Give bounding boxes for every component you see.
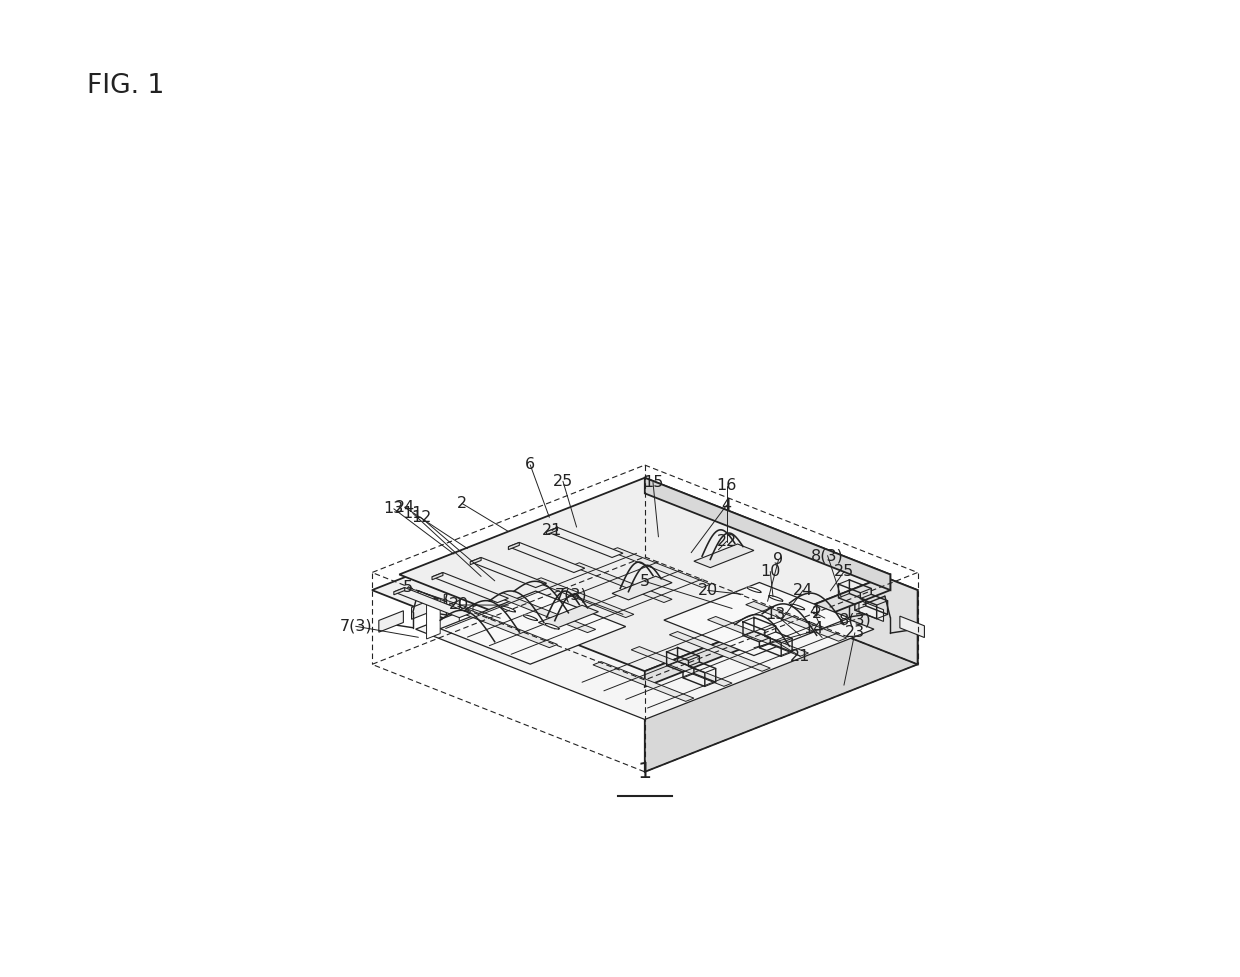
Polygon shape [663,582,849,656]
Polygon shape [501,607,516,612]
Polygon shape [477,573,501,593]
Text: 4: 4 [808,605,818,619]
Polygon shape [593,661,694,701]
Polygon shape [818,584,843,606]
Text: 7(3): 7(3) [554,587,588,602]
Polygon shape [492,573,506,614]
Text: 23: 23 [844,625,866,640]
Text: 15: 15 [642,475,663,489]
Polygon shape [746,587,761,592]
Polygon shape [510,559,534,580]
Polygon shape [613,576,672,600]
Text: 20: 20 [449,598,470,613]
Polygon shape [645,483,918,664]
Text: 9: 9 [774,552,784,568]
Text: FIG. 1: FIG. 1 [87,73,164,100]
Text: 11: 11 [403,506,423,521]
Polygon shape [538,605,599,629]
Text: 24: 24 [394,500,415,515]
Polygon shape [768,615,827,649]
Polygon shape [859,600,883,621]
Polygon shape [670,631,770,671]
Polygon shape [523,615,537,620]
Polygon shape [708,616,808,657]
Text: 13: 13 [765,608,786,622]
Text: 24: 24 [792,583,813,598]
Text: 25: 25 [833,565,854,579]
Text: 10: 10 [760,564,780,579]
Polygon shape [543,546,567,568]
Polygon shape [631,647,732,686]
Text: 2: 2 [458,496,467,511]
Polygon shape [533,577,634,617]
Text: 5: 5 [403,580,413,595]
Polygon shape [440,591,626,664]
Polygon shape [546,623,559,629]
Polygon shape [412,598,436,619]
Polygon shape [609,548,711,587]
Polygon shape [547,528,558,534]
Polygon shape [525,560,538,600]
Polygon shape [432,573,443,579]
Polygon shape [508,542,585,573]
Polygon shape [394,587,404,595]
Polygon shape [427,598,440,639]
Polygon shape [470,558,481,565]
Text: 8(3): 8(3) [811,548,844,563]
Polygon shape [456,608,558,648]
Polygon shape [444,585,469,607]
Text: 20: 20 [697,583,718,598]
Polygon shape [745,582,827,624]
Polygon shape [394,587,470,617]
Text: 2: 2 [812,607,822,621]
Text: 6: 6 [526,457,536,472]
Polygon shape [379,611,403,632]
Polygon shape [590,533,604,574]
Polygon shape [900,616,925,638]
Text: 5: 5 [640,573,650,589]
Polygon shape [572,563,672,603]
Text: 25: 25 [553,474,573,488]
Polygon shape [777,568,801,589]
Polygon shape [737,552,761,573]
Text: 14: 14 [804,621,825,636]
Text: 22: 22 [717,533,737,549]
Polygon shape [432,573,508,603]
Polygon shape [547,528,622,558]
Polygon shape [769,596,782,601]
Text: 12: 12 [410,510,432,525]
Text: 8(3): 8(3) [838,613,872,627]
Polygon shape [415,539,874,719]
Text: 1: 1 [637,762,652,782]
Text: 21: 21 [790,649,811,663]
Text: 7(3): 7(3) [340,618,372,634]
Text: 4: 4 [722,497,732,513]
Polygon shape [508,542,520,550]
Text: 16: 16 [717,478,737,493]
Polygon shape [495,593,595,633]
Polygon shape [686,592,827,649]
Polygon shape [791,604,805,610]
Polygon shape [745,602,847,641]
Text: 21: 21 [542,523,562,538]
Polygon shape [470,558,547,587]
Polygon shape [372,483,918,698]
Polygon shape [558,547,572,587]
Polygon shape [459,585,472,626]
Polygon shape [645,478,890,590]
Polygon shape [645,590,918,772]
Polygon shape [645,574,890,687]
Text: 13: 13 [383,501,404,516]
Polygon shape [399,478,890,671]
Polygon shape [694,544,754,568]
